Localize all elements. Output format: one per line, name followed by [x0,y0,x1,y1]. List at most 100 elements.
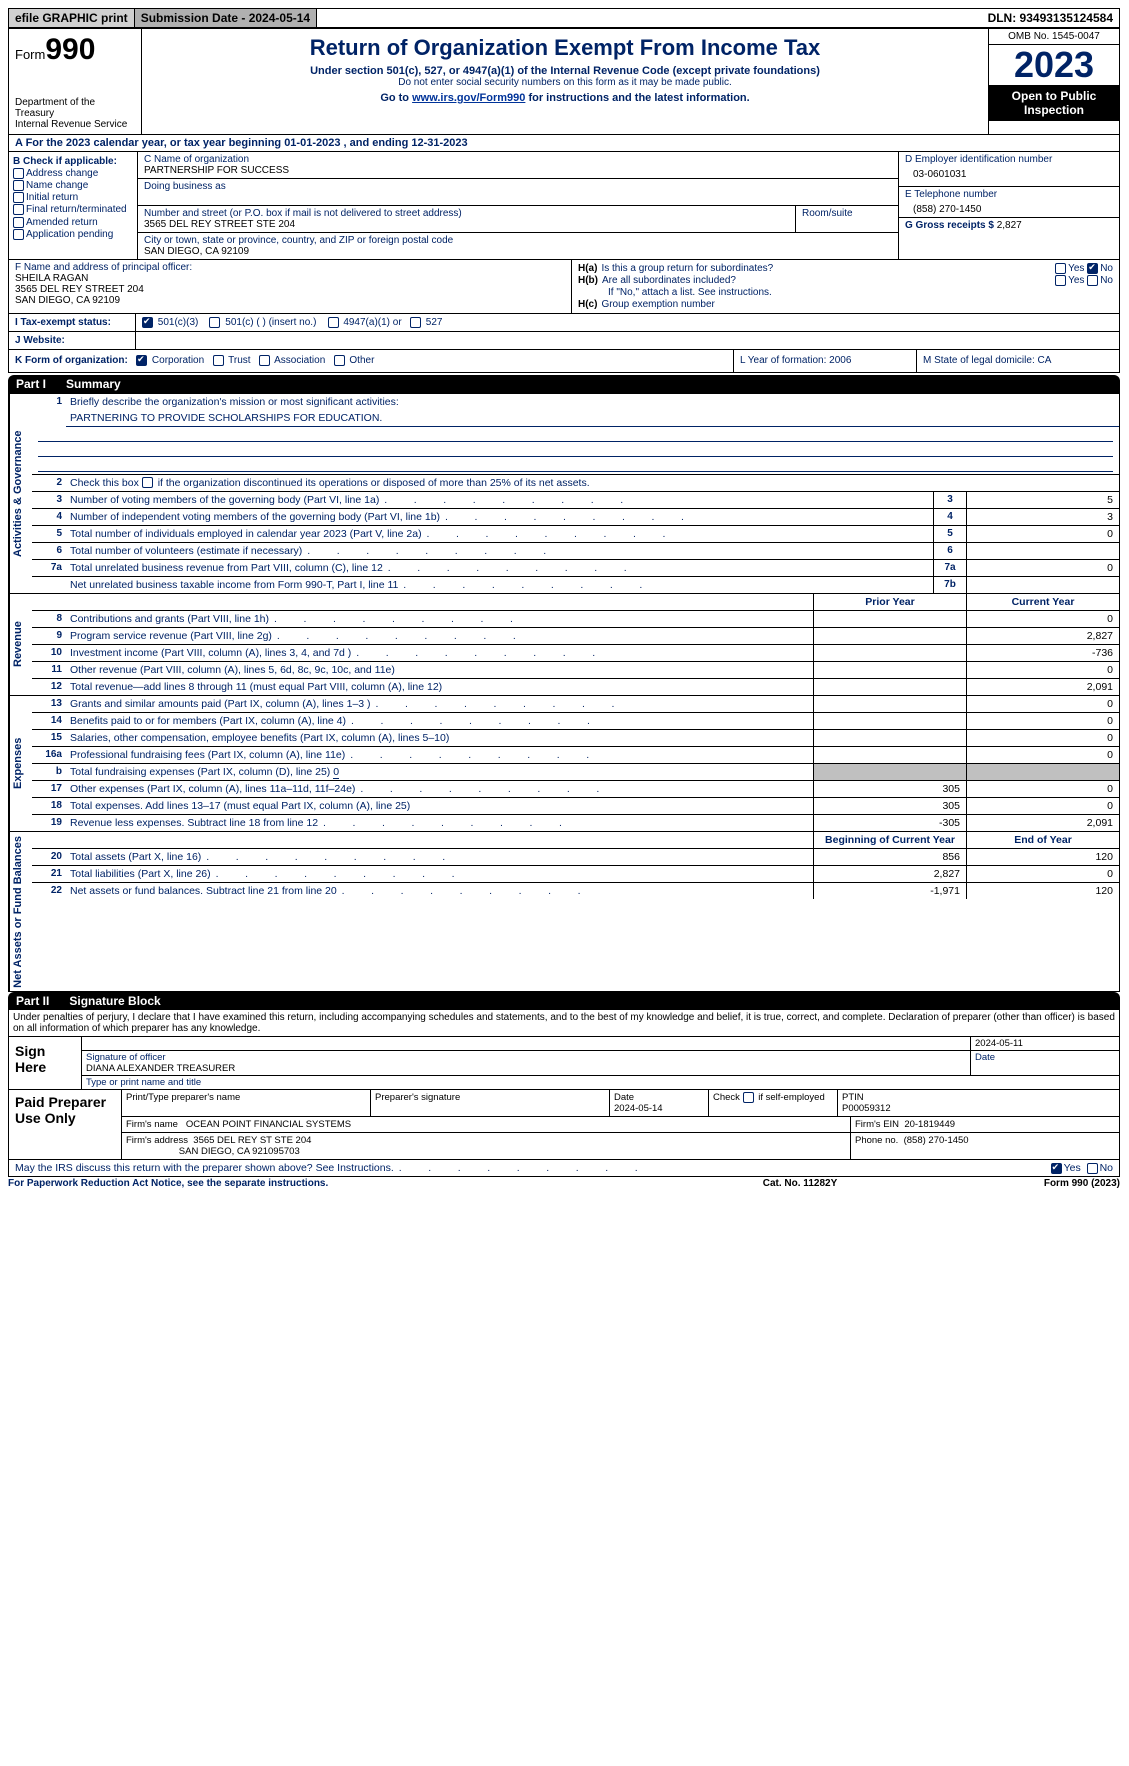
cb-name-change[interactable]: Name change [13,180,133,191]
gov-block: Activities & Governance 1Briefly describ… [8,393,1120,594]
ptin: P00059312 [842,1103,891,1114]
p19: -305 [813,815,966,831]
p17: 305 [813,781,966,797]
k-row: K Form of organization: Corporation Trus… [8,350,1120,372]
phone-value: (858) 270-1450 [905,200,1113,215]
line16a: Professional fundraising fees (Part IX, … [66,747,813,763]
efile-print-button[interactable]: efile GRAPHIC print [9,9,135,27]
line22: Net assets or fund balances. Subtract li… [66,883,813,899]
hc-row: H(c)Group exemption number [578,299,1113,310]
line21: Total liabilities (Part X, line 26) [66,866,813,882]
cb-address-change[interactable]: Address change [13,168,133,179]
line4: Number of independent voting members of … [66,509,933,525]
l-year: L Year of formation: 2006 [733,350,916,371]
d-ein-label: D Employer identification number [905,154,1113,165]
part1-header: Part ISummary [8,375,1120,393]
submission-date: Submission Date - 2024-05-14 [135,9,317,27]
dln: DLN: 93493135124584 [982,9,1119,27]
cb-corporation[interactable] [136,355,147,366]
type-print-label: Type or print name and title [82,1076,1119,1089]
irs-label: Internal Revenue Service [15,119,135,130]
city-label: City or town, state or province, country… [144,235,892,246]
cb-amended-return[interactable]: Amended return [13,217,133,228]
hb-no[interactable] [1087,275,1098,286]
line14: Benefits paid to or for members (Part IX… [66,713,813,729]
v10: -736 [966,645,1119,661]
vlabel-exp: Expenses [9,696,32,831]
line5: Total number of individuals employed in … [66,526,933,542]
line17: Other expenses (Part IX, column (A), lin… [66,781,813,797]
v22: 120 [966,883,1119,899]
cb-self-employed[interactable] [743,1092,754,1103]
cb-527[interactable] [410,317,421,328]
line2: Check this box if the organization disco… [66,475,1119,491]
cb-association[interactable] [259,355,270,366]
mission-label: Briefly describe the organization's miss… [66,394,1119,410]
ein-value: 03-0601031 [905,165,1113,184]
form-title: Return of Organization Exempt From Incom… [150,35,980,61]
footer-right: Form 990 (2023) [900,1178,1120,1189]
line9: Program service revenue (Part VIII, line… [66,628,813,644]
f-label: F Name and address of principal officer: [15,262,565,273]
firm-addr2: SAN DIEGO, CA 921095703 [179,1146,300,1157]
cb-501c3[interactable] [142,317,153,328]
cb-application-pending[interactable]: Application pending [13,229,133,240]
line6: Total number of volunteers (estimate if … [66,543,933,559]
c-name-label: C Name of organization [144,154,892,165]
hb-yes[interactable] [1055,275,1066,286]
officer-name: SHEILA RAGAN [15,273,565,284]
addr-label: Number and street (or P.O. box if mail i… [144,208,789,219]
cb-final-return[interactable]: Final return/terminated [13,204,133,215]
line16b: Total fundraising expenses (Part IX, col… [66,764,813,780]
v15: 0 [966,730,1119,746]
row-a-period: A For the 2023 calendar year, or tax yea… [8,135,1120,152]
footer-left: For Paperwork Reduction Act Notice, see … [8,1178,700,1189]
irs-link[interactable]: www.irs.gov/Form990 [412,92,525,104]
form-label: Form990 [15,33,135,67]
paid-label: Paid Preparer Use Only [9,1090,122,1159]
top-bar: efile GRAPHIC print Submission Date - 20… [8,8,1120,28]
line20: Total assets (Part X, line 16) [66,849,813,865]
v16a: 0 [966,747,1119,763]
ha-no[interactable] [1087,263,1098,274]
cb-trust[interactable] [213,355,224,366]
discuss-no[interactable] [1087,1163,1098,1174]
footer-mid: Cat. No. 11282Y [700,1178,900,1189]
org-address: 3565 DEL REY STREET STE 204 [144,219,789,230]
cb-4947[interactable] [328,317,339,328]
prep-name-hdr: Print/Type preparer's name [122,1090,371,1116]
hb-note: If "No," attach a list. See instructions… [578,287,1113,298]
current-year-hdr: Current Year [966,594,1119,610]
org-name: PARTNERSHIP FOR SUCCESS [144,165,892,176]
sign-date-top: 2024-05-11 [970,1037,1119,1050]
website-row: J Website: [8,332,1120,350]
vlabel-rev: Revenue [9,594,32,695]
v19: 2,091 [966,815,1119,831]
cb-other[interactable] [334,355,345,366]
officer-addr2: SAN DIEGO, CA 92109 [15,295,565,306]
exp-block: Expenses 13Grants and similar amounts pa… [8,696,1120,832]
cb-initial-return[interactable]: Initial return [13,192,133,203]
v14: 0 [966,713,1119,729]
v8: 0 [966,611,1119,627]
net-block: Net Assets or Fund Balances Beginning of… [8,832,1120,993]
line12: Total revenue—add lines 8 through 11 (mu… [66,679,813,695]
sig-date-label: Date [975,1052,1115,1063]
open-inspection: Open to Public Inspection [989,85,1119,121]
line15: Salaries, other compensation, employee b… [66,730,813,746]
rev-block: Revenue Prior YearCurrent Year 8Contribu… [8,594,1120,696]
omb-number: OMB No. 1545-0047 [989,29,1119,45]
org-city: SAN DIEGO, CA 92109 [144,246,892,257]
dept-label: Department of the Treasury [15,97,135,119]
gross-receipts: G Gross receipts $ 2,827 [905,220,1113,231]
self-emp-hdr: Check if self-employed [709,1090,838,1116]
ha-yes[interactable] [1055,263,1066,274]
cb-501c[interactable] [209,317,220,328]
discuss-yes[interactable] [1051,1163,1062,1174]
sign-here-block: Sign Here 2024-05-11 Signature of office… [8,1037,1120,1090]
v9: 2,827 [966,628,1119,644]
line7a: Total unrelated business revenue from Pa… [66,560,933,576]
cb-discontinued[interactable] [142,477,153,488]
v11: 0 [966,662,1119,678]
v18: 0 [966,798,1119,814]
